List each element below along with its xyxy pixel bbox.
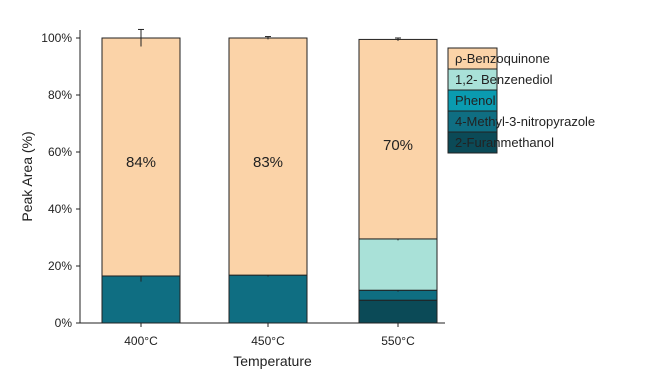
y-tick-label: 40% xyxy=(48,202,72,216)
y-tick-label: 60% xyxy=(48,145,72,159)
bar-value-label: 70% xyxy=(383,137,413,154)
bar-segment xyxy=(358,299,438,324)
labels-group: 84% 83% 70% xyxy=(126,137,413,171)
axes-group: 0% 20% 40% 60% 80% 100% 400°C 450°C 550°C Tempera… xyxy=(19,30,445,369)
x-tick-label: 550°C xyxy=(381,334,415,348)
legend: ρ-Benzoquinone 1,2- Benzenediol Phenol 4-Me… xyxy=(447,47,595,154)
x-tick-label: 450°C xyxy=(251,334,285,348)
bar-segment xyxy=(228,274,308,324)
legend-swatch xyxy=(447,131,498,154)
y-tick-label: 0% xyxy=(55,316,73,330)
x-axis-title: Temperature xyxy=(233,353,312,369)
legend-label: ρ-Benzoquinone xyxy=(455,51,550,66)
legend-label: 2-Furanmethanol xyxy=(455,135,554,150)
x-tick-label: 400°C xyxy=(124,334,158,348)
bar-segment xyxy=(358,289,438,301)
legend-label: 1,2- Benzenediol xyxy=(455,72,553,87)
y-tick-label: 100% xyxy=(41,31,72,45)
bar-segment xyxy=(101,275,181,324)
legend-label: 4-Methyl-3-nitropyrazole xyxy=(455,114,595,129)
bar-value-label: 83% xyxy=(253,154,283,171)
bar-segment xyxy=(228,37,308,276)
y-axis-title: Peak Area (%) xyxy=(19,131,35,221)
bar-segment xyxy=(101,37,181,277)
bar-value-label: 84% xyxy=(126,154,156,171)
legend-label: Phenol xyxy=(455,93,496,108)
bars-group xyxy=(101,28,438,324)
y-tick-label: 20% xyxy=(48,259,72,273)
y-tick-label: 80% xyxy=(48,88,72,102)
bar-segment xyxy=(358,238,438,291)
